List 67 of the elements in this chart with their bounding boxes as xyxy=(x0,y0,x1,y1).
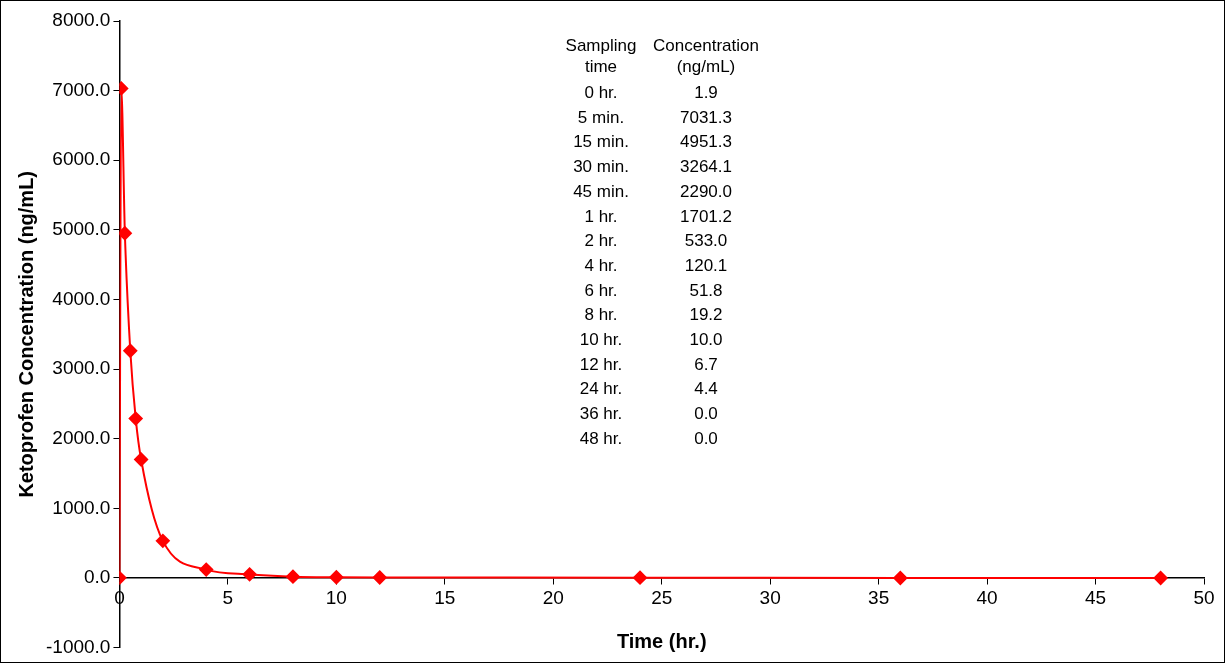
annotation: 24 hr. xyxy=(578,378,624,401)
y-tick-label: 3000.0 xyxy=(52,357,111,379)
annotation: 48 hr. xyxy=(578,427,624,450)
x-tick-label: 35 xyxy=(868,586,890,608)
point xyxy=(128,411,143,426)
x-tick-label: 25 xyxy=(651,586,673,608)
annotation: 2290.0 xyxy=(679,180,733,203)
point xyxy=(155,533,170,548)
annotation: 5 min. xyxy=(576,106,626,129)
annotation: 1701.2 xyxy=(679,205,733,228)
annotation: 45 min. xyxy=(572,180,630,203)
y-tick-label: 5000.0 xyxy=(52,218,111,240)
x-tick-label: 50 xyxy=(1193,586,1215,608)
annotation: 2 hr. xyxy=(583,230,619,253)
annotation: 8 hr. xyxy=(583,304,619,327)
point xyxy=(1153,570,1168,585)
point xyxy=(119,226,132,241)
x-tick-label: 40 xyxy=(976,586,998,608)
y-tick-label: -1000.0 xyxy=(45,635,111,657)
annotation: 4951.3 xyxy=(679,131,733,154)
y-axis-title: Ketoprofen Concentration (ng/mL) xyxy=(14,170,37,498)
annotation: 12 hr. xyxy=(578,353,624,376)
annotation: 36 hr. xyxy=(578,403,624,426)
annotation: 6.7 xyxy=(693,353,719,376)
point xyxy=(199,562,214,577)
annotation: 1.9 xyxy=(693,82,719,104)
y-tick-label: 7000.0 xyxy=(52,78,111,100)
x-tick-label: 10 xyxy=(325,586,347,608)
annotation: 30 min. xyxy=(572,156,630,179)
y-tick-label: 2000.0 xyxy=(52,426,111,448)
annotation: 4 hr. xyxy=(583,254,619,277)
annotation: 3264.1 xyxy=(679,156,733,179)
annotation: 1 hr. xyxy=(583,205,619,228)
x-tick-label: 30 xyxy=(759,586,781,608)
point xyxy=(285,569,300,584)
point xyxy=(123,343,138,358)
annotation: 0 hr. xyxy=(583,82,619,104)
annotation: Sampling time xyxy=(564,35,638,78)
annotation: 6 hr. xyxy=(583,279,619,302)
x-axis-title: Time (hr.) xyxy=(616,629,707,652)
annotation: 10 hr. xyxy=(578,329,624,352)
x-tick-label: 45 xyxy=(1084,586,1107,608)
annotation: 0.0 xyxy=(693,427,719,450)
y-tick-label: 1000.0 xyxy=(52,496,111,518)
annotation: 0.0 xyxy=(693,403,719,426)
annotation: 19.2 xyxy=(688,304,724,327)
point xyxy=(893,570,908,585)
annotation: Concentration (ng/mL) xyxy=(652,35,760,78)
point xyxy=(372,570,387,585)
annotation: 7031.3 xyxy=(679,106,733,129)
point xyxy=(329,570,344,585)
point xyxy=(633,570,648,585)
y-tick-label: 4000.0 xyxy=(52,287,111,309)
y-tick-label: 6000.0 xyxy=(52,148,111,170)
annotation: 15 min. xyxy=(572,131,630,154)
annotation: 120.1 xyxy=(683,254,729,277)
annotation: 4.4 xyxy=(693,378,719,401)
annotation: 51.8 xyxy=(688,279,724,302)
y-tick-label: 8000.0 xyxy=(52,9,111,31)
x-tick-label: 5 xyxy=(222,586,234,608)
x-tick-label: 15 xyxy=(434,586,456,608)
annotation: 10.0 xyxy=(688,329,724,352)
annotation: 533.0 xyxy=(683,230,729,253)
y-tick-label: 0.0 xyxy=(84,566,111,588)
point xyxy=(242,567,257,582)
point xyxy=(134,452,149,467)
x-tick-label: 20 xyxy=(542,586,564,608)
